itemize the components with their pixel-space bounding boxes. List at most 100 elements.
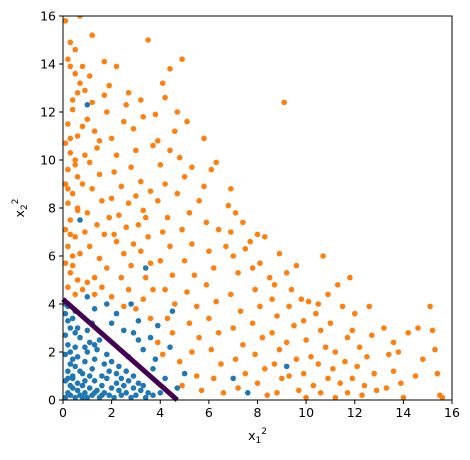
class-1-point [125, 90, 132, 96]
class-1-point [69, 253, 76, 259]
class-1-point [203, 219, 210, 226]
class-0-point [72, 344, 78, 351]
y-axis-ticks: 0 2 4 6 8 10 12 14 16 [40, 9, 63, 408]
class-1-point [108, 135, 115, 142]
class-0-point [113, 380, 120, 387]
class-1-point [303, 337, 309, 343]
class-0-point [128, 301, 134, 307]
class-0-point [84, 294, 91, 300]
class-1-point [337, 380, 344, 387]
class-0-point [65, 342, 71, 348]
class-0-point [152, 356, 159, 363]
class-1-point [167, 243, 173, 250]
decision-boundary-line [61, 297, 179, 402]
class-1-point [69, 106, 76, 113]
y-tick-label: 14 [40, 57, 56, 72]
class-1-point [344, 390, 351, 396]
class-0-point [140, 382, 146, 389]
class-1-point [113, 238, 120, 245]
class-0-point [91, 342, 98, 348]
class-1-point [198, 387, 205, 394]
class-1-point [293, 356, 300, 363]
class-0-point [69, 315, 76, 322]
class-1-point [65, 56, 71, 62]
class-1-point [63, 260, 69, 266]
class-1-point [232, 210, 239, 216]
class-0-point [142, 394, 149, 400]
class-1-point [189, 349, 195, 355]
class-0-point [135, 337, 142, 343]
class-1-point [74, 205, 81, 211]
class-1-point [349, 327, 356, 334]
class-1-point [106, 214, 112, 221]
class-1-point [330, 366, 336, 372]
class-1-point [67, 135, 74, 142]
class-0-point [63, 394, 69, 400]
class-1-point [135, 222, 142, 228]
class-1-point [208, 346, 215, 353]
class-1-point [208, 166, 215, 173]
class-1-point [276, 346, 283, 353]
x-tick-label: 2 [108, 405, 116, 420]
class-1-point [65, 243, 71, 250]
class-1-point [63, 181, 69, 187]
class-1-point [130, 241, 137, 247]
y-tick-label: 12 [40, 105, 56, 120]
class-1-point [79, 286, 86, 293]
class-1-point [123, 224, 129, 230]
class-1-point [235, 385, 241, 391]
class-1-point [84, 279, 91, 286]
x-tick-label: 6 [205, 405, 213, 420]
class-1-point [108, 195, 115, 202]
class-0-point [72, 330, 78, 336]
class-1-point [74, 277, 81, 283]
class-0-point [181, 370, 188, 377]
class-0-point [123, 390, 129, 396]
class-0-point [113, 310, 120, 317]
class-1-point [271, 361, 278, 367]
class-1-point [269, 296, 275, 303]
class-0-point [72, 394, 78, 400]
class-1-point [128, 262, 134, 269]
x-tick-label: 0 [59, 405, 67, 420]
class-1-point [293, 262, 300, 269]
class-1-point [65, 166, 71, 173]
class-0-point [106, 368, 112, 375]
class-1-point [193, 373, 200, 379]
class-1-point [432, 346, 438, 353]
class-1-point [327, 320, 334, 327]
class-1-point [371, 370, 378, 377]
class-1-point [113, 152, 120, 158]
class-1-point [169, 272, 176, 279]
class-1-point [364, 354, 370, 360]
class-1-point [262, 366, 268, 372]
class-1-point [67, 217, 74, 223]
class-0-point [63, 310, 69, 317]
class-1-point [300, 318, 307, 324]
class-0-point [167, 344, 173, 351]
class-0-point [72, 363, 78, 370]
class-1-point [67, 231, 74, 238]
class-1-point [215, 226, 222, 233]
class-1-point [164, 315, 171, 322]
class-1-point [133, 306, 139, 312]
class-0-point [147, 334, 154, 341]
class-1-point [315, 301, 322, 307]
class-1-point [91, 128, 98, 134]
class-0-point [82, 378, 88, 384]
class-1-point [150, 286, 156, 293]
class-1-point [220, 390, 227, 396]
class-1-point [279, 375, 285, 382]
class-0-point [91, 390, 98, 396]
class-1-point [111, 169, 117, 175]
class-1-point [235, 270, 241, 276]
class-0-point [65, 375, 71, 382]
class-1-point [65, 200, 71, 206]
class-1-point [291, 322, 297, 329]
class-1-point [332, 349, 339, 355]
class-0-point [77, 334, 83, 341]
class-1-point [125, 200, 132, 206]
class-1-point [72, 46, 78, 53]
class-0-point [108, 385, 115, 391]
